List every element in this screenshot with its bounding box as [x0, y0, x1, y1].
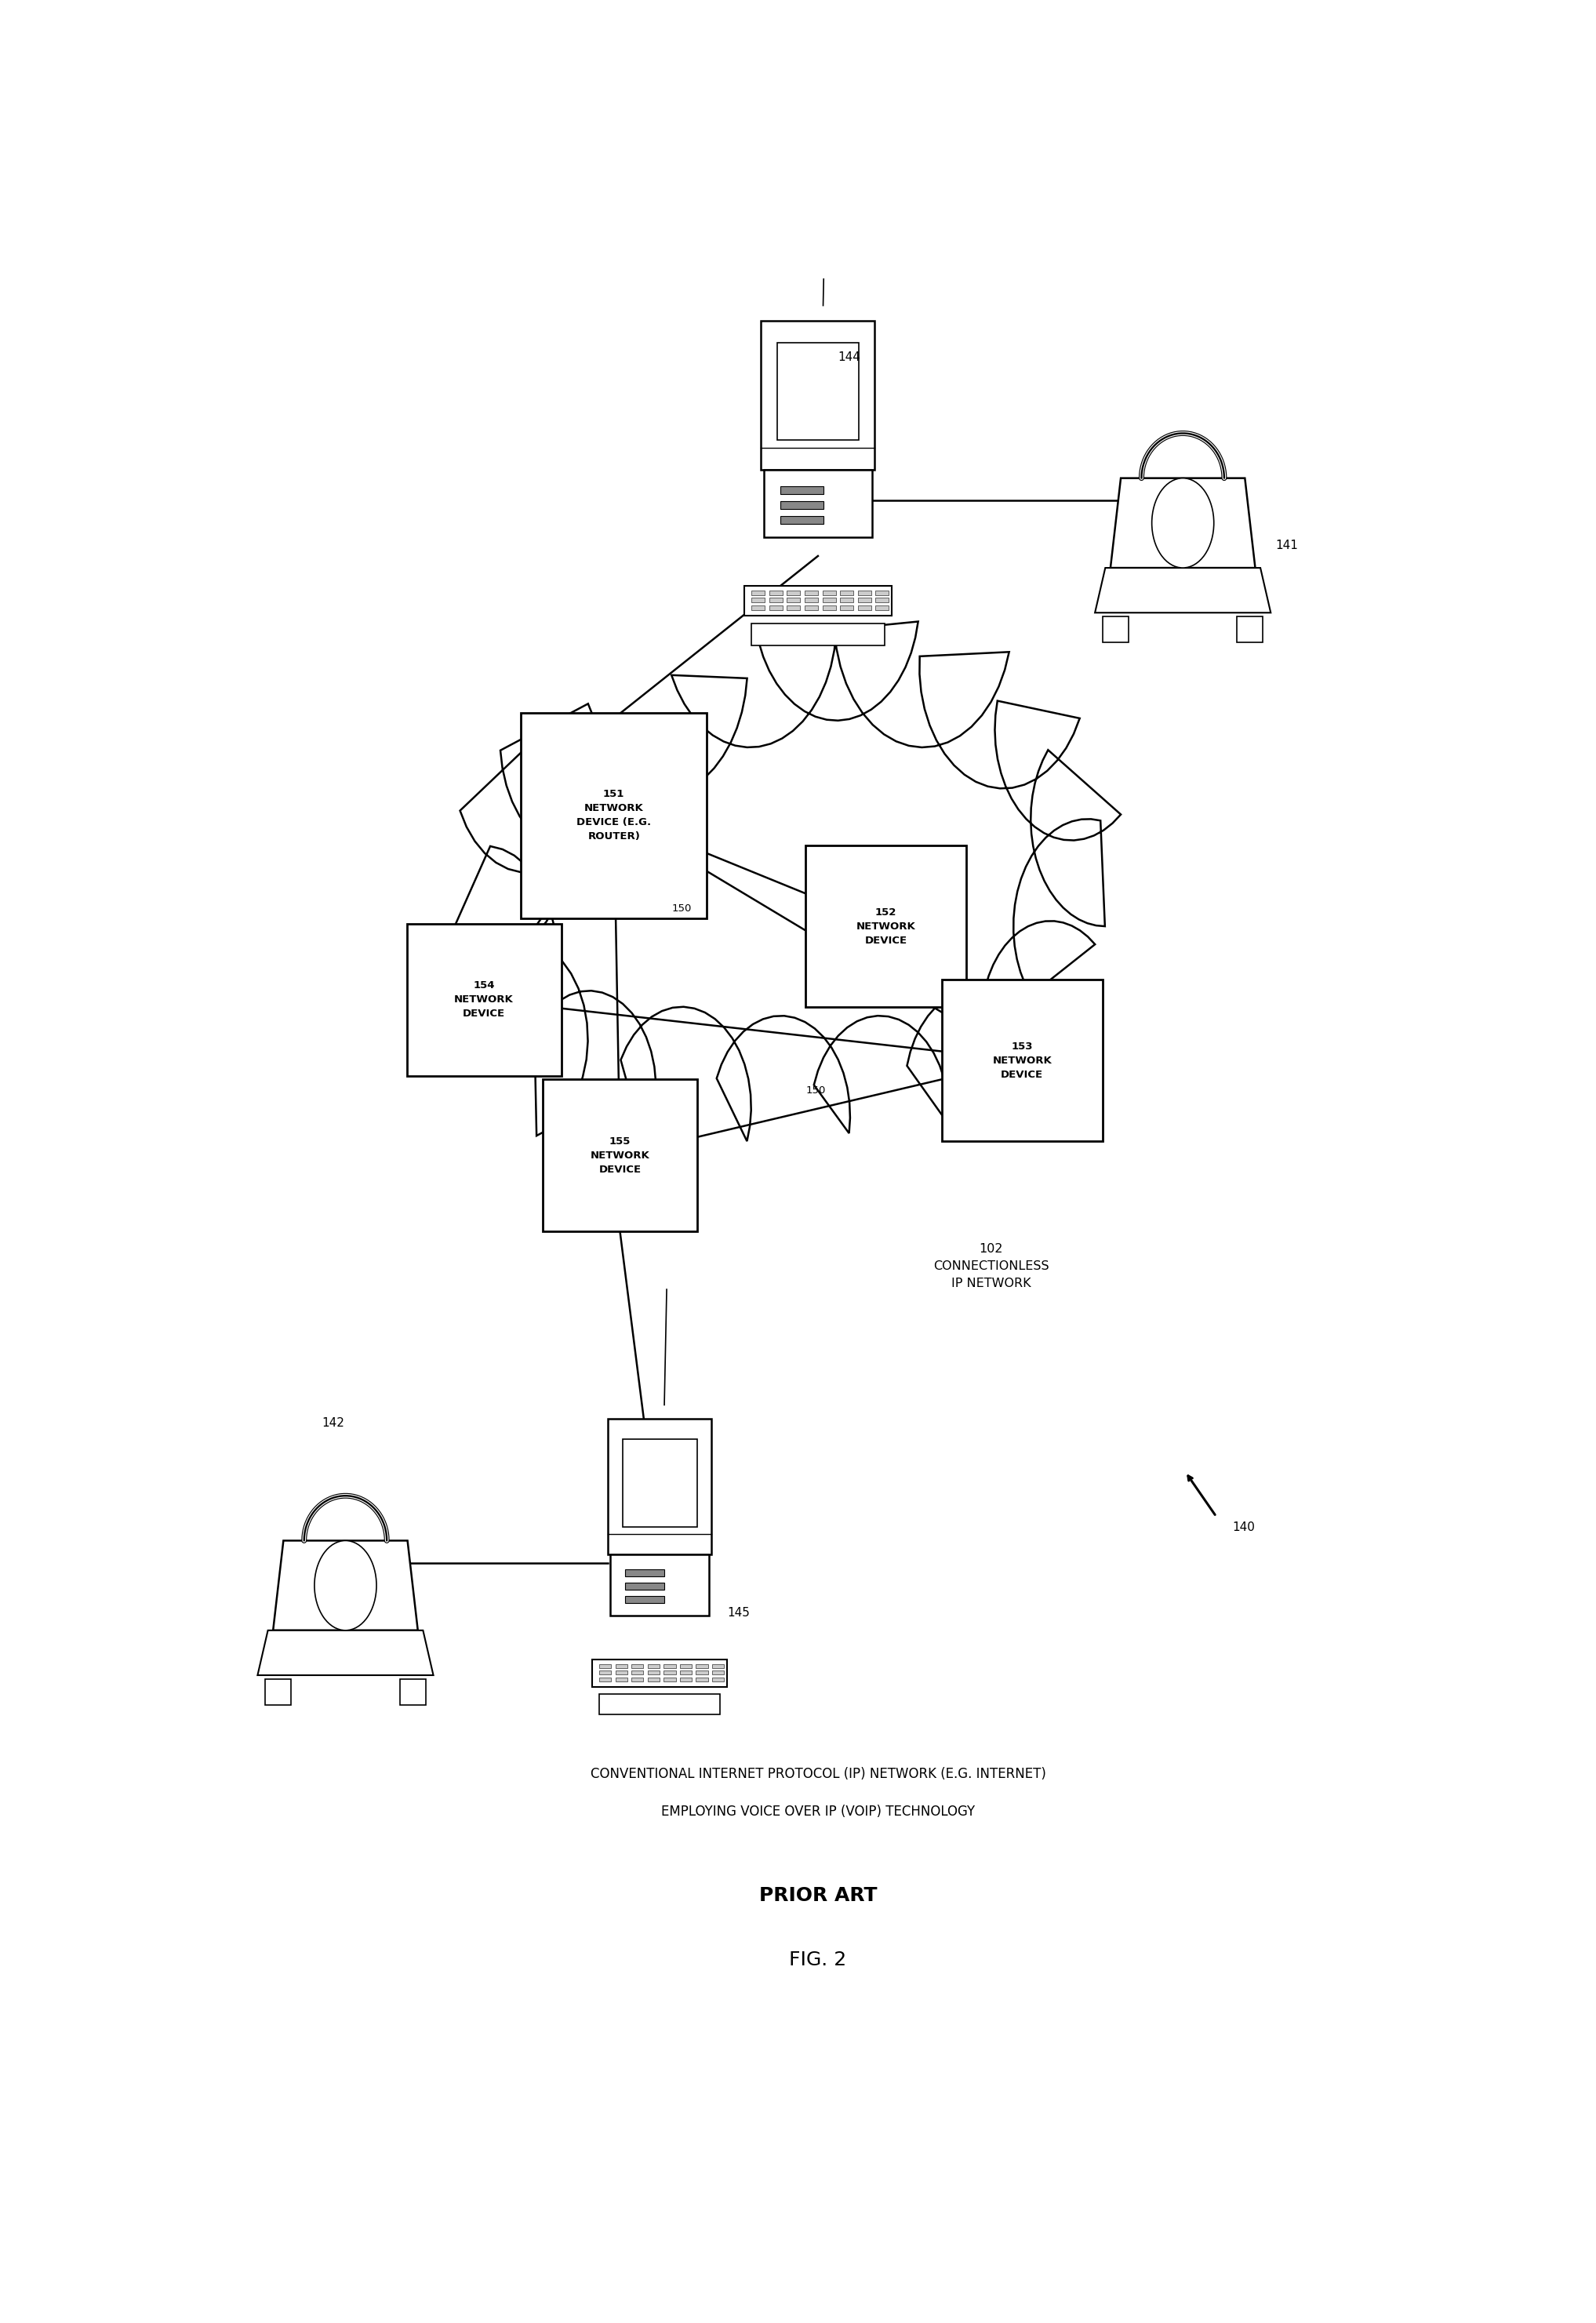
Text: 142: 142 — [322, 1417, 345, 1429]
FancyBboxPatch shape — [632, 1670, 643, 1675]
FancyBboxPatch shape — [822, 597, 836, 602]
FancyBboxPatch shape — [744, 585, 892, 616]
FancyBboxPatch shape — [1103, 616, 1128, 643]
FancyBboxPatch shape — [696, 1663, 709, 1668]
FancyBboxPatch shape — [407, 925, 562, 1076]
FancyBboxPatch shape — [839, 606, 854, 611]
FancyBboxPatch shape — [265, 1680, 290, 1705]
FancyBboxPatch shape — [839, 597, 854, 602]
FancyBboxPatch shape — [804, 597, 819, 602]
FancyBboxPatch shape — [780, 516, 824, 525]
FancyBboxPatch shape — [598, 1677, 611, 1682]
FancyBboxPatch shape — [696, 1670, 709, 1675]
Text: 152
NETWORK
DEVICE: 152 NETWORK DEVICE — [857, 906, 916, 945]
Text: 153
NETWORK
DEVICE: 153 NETWORK DEVICE — [993, 1041, 1052, 1080]
FancyBboxPatch shape — [787, 590, 800, 595]
FancyBboxPatch shape — [752, 590, 764, 595]
FancyBboxPatch shape — [616, 1663, 627, 1668]
FancyBboxPatch shape — [626, 1568, 664, 1577]
Text: PRIOR ART: PRIOR ART — [760, 1886, 876, 1905]
FancyBboxPatch shape — [626, 1596, 664, 1603]
FancyBboxPatch shape — [876, 606, 889, 611]
FancyBboxPatch shape — [399, 1680, 426, 1705]
FancyBboxPatch shape — [622, 1438, 697, 1526]
FancyBboxPatch shape — [598, 1663, 611, 1668]
FancyBboxPatch shape — [822, 606, 836, 611]
FancyBboxPatch shape — [608, 1419, 712, 1554]
FancyBboxPatch shape — [859, 590, 871, 595]
FancyBboxPatch shape — [876, 597, 889, 602]
FancyBboxPatch shape — [712, 1670, 725, 1675]
FancyBboxPatch shape — [777, 344, 859, 439]
Text: 145: 145 — [728, 1608, 750, 1619]
Text: 154
NETWORK
DEVICE: 154 NETWORK DEVICE — [455, 980, 514, 1020]
Text: EMPLOYING VOICE OVER IP (VOIP) TECHNOLOGY: EMPLOYING VOICE OVER IP (VOIP) TECHNOLOG… — [661, 1805, 975, 1819]
FancyBboxPatch shape — [592, 1661, 726, 1686]
Polygon shape — [273, 1540, 418, 1631]
FancyBboxPatch shape — [769, 590, 782, 595]
Polygon shape — [1111, 479, 1254, 567]
FancyBboxPatch shape — [804, 606, 819, 611]
FancyBboxPatch shape — [696, 1677, 709, 1682]
Text: FIG. 2: FIG. 2 — [790, 1951, 846, 1970]
FancyBboxPatch shape — [632, 1677, 643, 1682]
Text: 140: 140 — [1232, 1522, 1254, 1533]
FancyBboxPatch shape — [839, 590, 854, 595]
FancyBboxPatch shape — [761, 321, 875, 469]
FancyBboxPatch shape — [752, 597, 764, 602]
FancyBboxPatch shape — [769, 597, 782, 602]
FancyBboxPatch shape — [648, 1670, 659, 1675]
FancyBboxPatch shape — [648, 1677, 659, 1682]
Text: 141: 141 — [1275, 539, 1298, 551]
FancyBboxPatch shape — [648, 1663, 659, 1668]
Circle shape — [1152, 479, 1215, 567]
FancyBboxPatch shape — [598, 1693, 720, 1714]
FancyBboxPatch shape — [764, 469, 871, 537]
FancyBboxPatch shape — [780, 502, 824, 509]
FancyBboxPatch shape — [680, 1677, 693, 1682]
FancyBboxPatch shape — [616, 1670, 627, 1675]
FancyBboxPatch shape — [769, 606, 782, 611]
Text: 144: 144 — [838, 351, 860, 362]
FancyBboxPatch shape — [522, 713, 707, 918]
FancyBboxPatch shape — [787, 606, 800, 611]
FancyBboxPatch shape — [787, 597, 800, 602]
FancyBboxPatch shape — [664, 1677, 675, 1682]
FancyBboxPatch shape — [804, 590, 819, 595]
Text: 151
NETWORK
DEVICE (E.G.
ROUTER): 151 NETWORK DEVICE (E.G. ROUTER) — [576, 790, 651, 841]
FancyBboxPatch shape — [859, 606, 871, 611]
FancyBboxPatch shape — [626, 1582, 664, 1589]
FancyBboxPatch shape — [598, 1670, 611, 1675]
Text: 102
CONNECTIONLESS
IP NETWORK: 102 CONNECTIONLESS IP NETWORK — [934, 1243, 1049, 1289]
FancyBboxPatch shape — [680, 1663, 693, 1668]
FancyBboxPatch shape — [1237, 616, 1262, 643]
Polygon shape — [1095, 567, 1270, 613]
FancyBboxPatch shape — [664, 1663, 675, 1668]
Text: 150: 150 — [672, 904, 693, 913]
FancyBboxPatch shape — [680, 1670, 693, 1675]
FancyBboxPatch shape — [822, 590, 836, 595]
FancyBboxPatch shape — [616, 1677, 627, 1682]
Text: CONVENTIONAL INTERNET PROTOCOL (IP) NETWORK (E.G. INTERNET): CONVENTIONAL INTERNET PROTOCOL (IP) NETW… — [591, 1768, 1045, 1782]
FancyBboxPatch shape — [543, 1080, 697, 1231]
FancyBboxPatch shape — [780, 486, 824, 495]
FancyBboxPatch shape — [632, 1663, 643, 1668]
Text: 155
NETWORK
DEVICE: 155 NETWORK DEVICE — [591, 1136, 650, 1175]
FancyBboxPatch shape — [664, 1670, 675, 1675]
FancyBboxPatch shape — [752, 623, 884, 646]
Polygon shape — [257, 1631, 434, 1675]
FancyBboxPatch shape — [712, 1663, 725, 1668]
FancyBboxPatch shape — [806, 846, 967, 1006]
FancyBboxPatch shape — [859, 597, 871, 602]
Circle shape — [314, 1540, 377, 1631]
FancyBboxPatch shape — [942, 980, 1103, 1141]
FancyBboxPatch shape — [712, 1677, 725, 1682]
Text: 150: 150 — [806, 1085, 825, 1096]
FancyBboxPatch shape — [611, 1554, 709, 1614]
FancyBboxPatch shape — [752, 606, 764, 611]
FancyBboxPatch shape — [876, 590, 889, 595]
Polygon shape — [452, 623, 1120, 1143]
